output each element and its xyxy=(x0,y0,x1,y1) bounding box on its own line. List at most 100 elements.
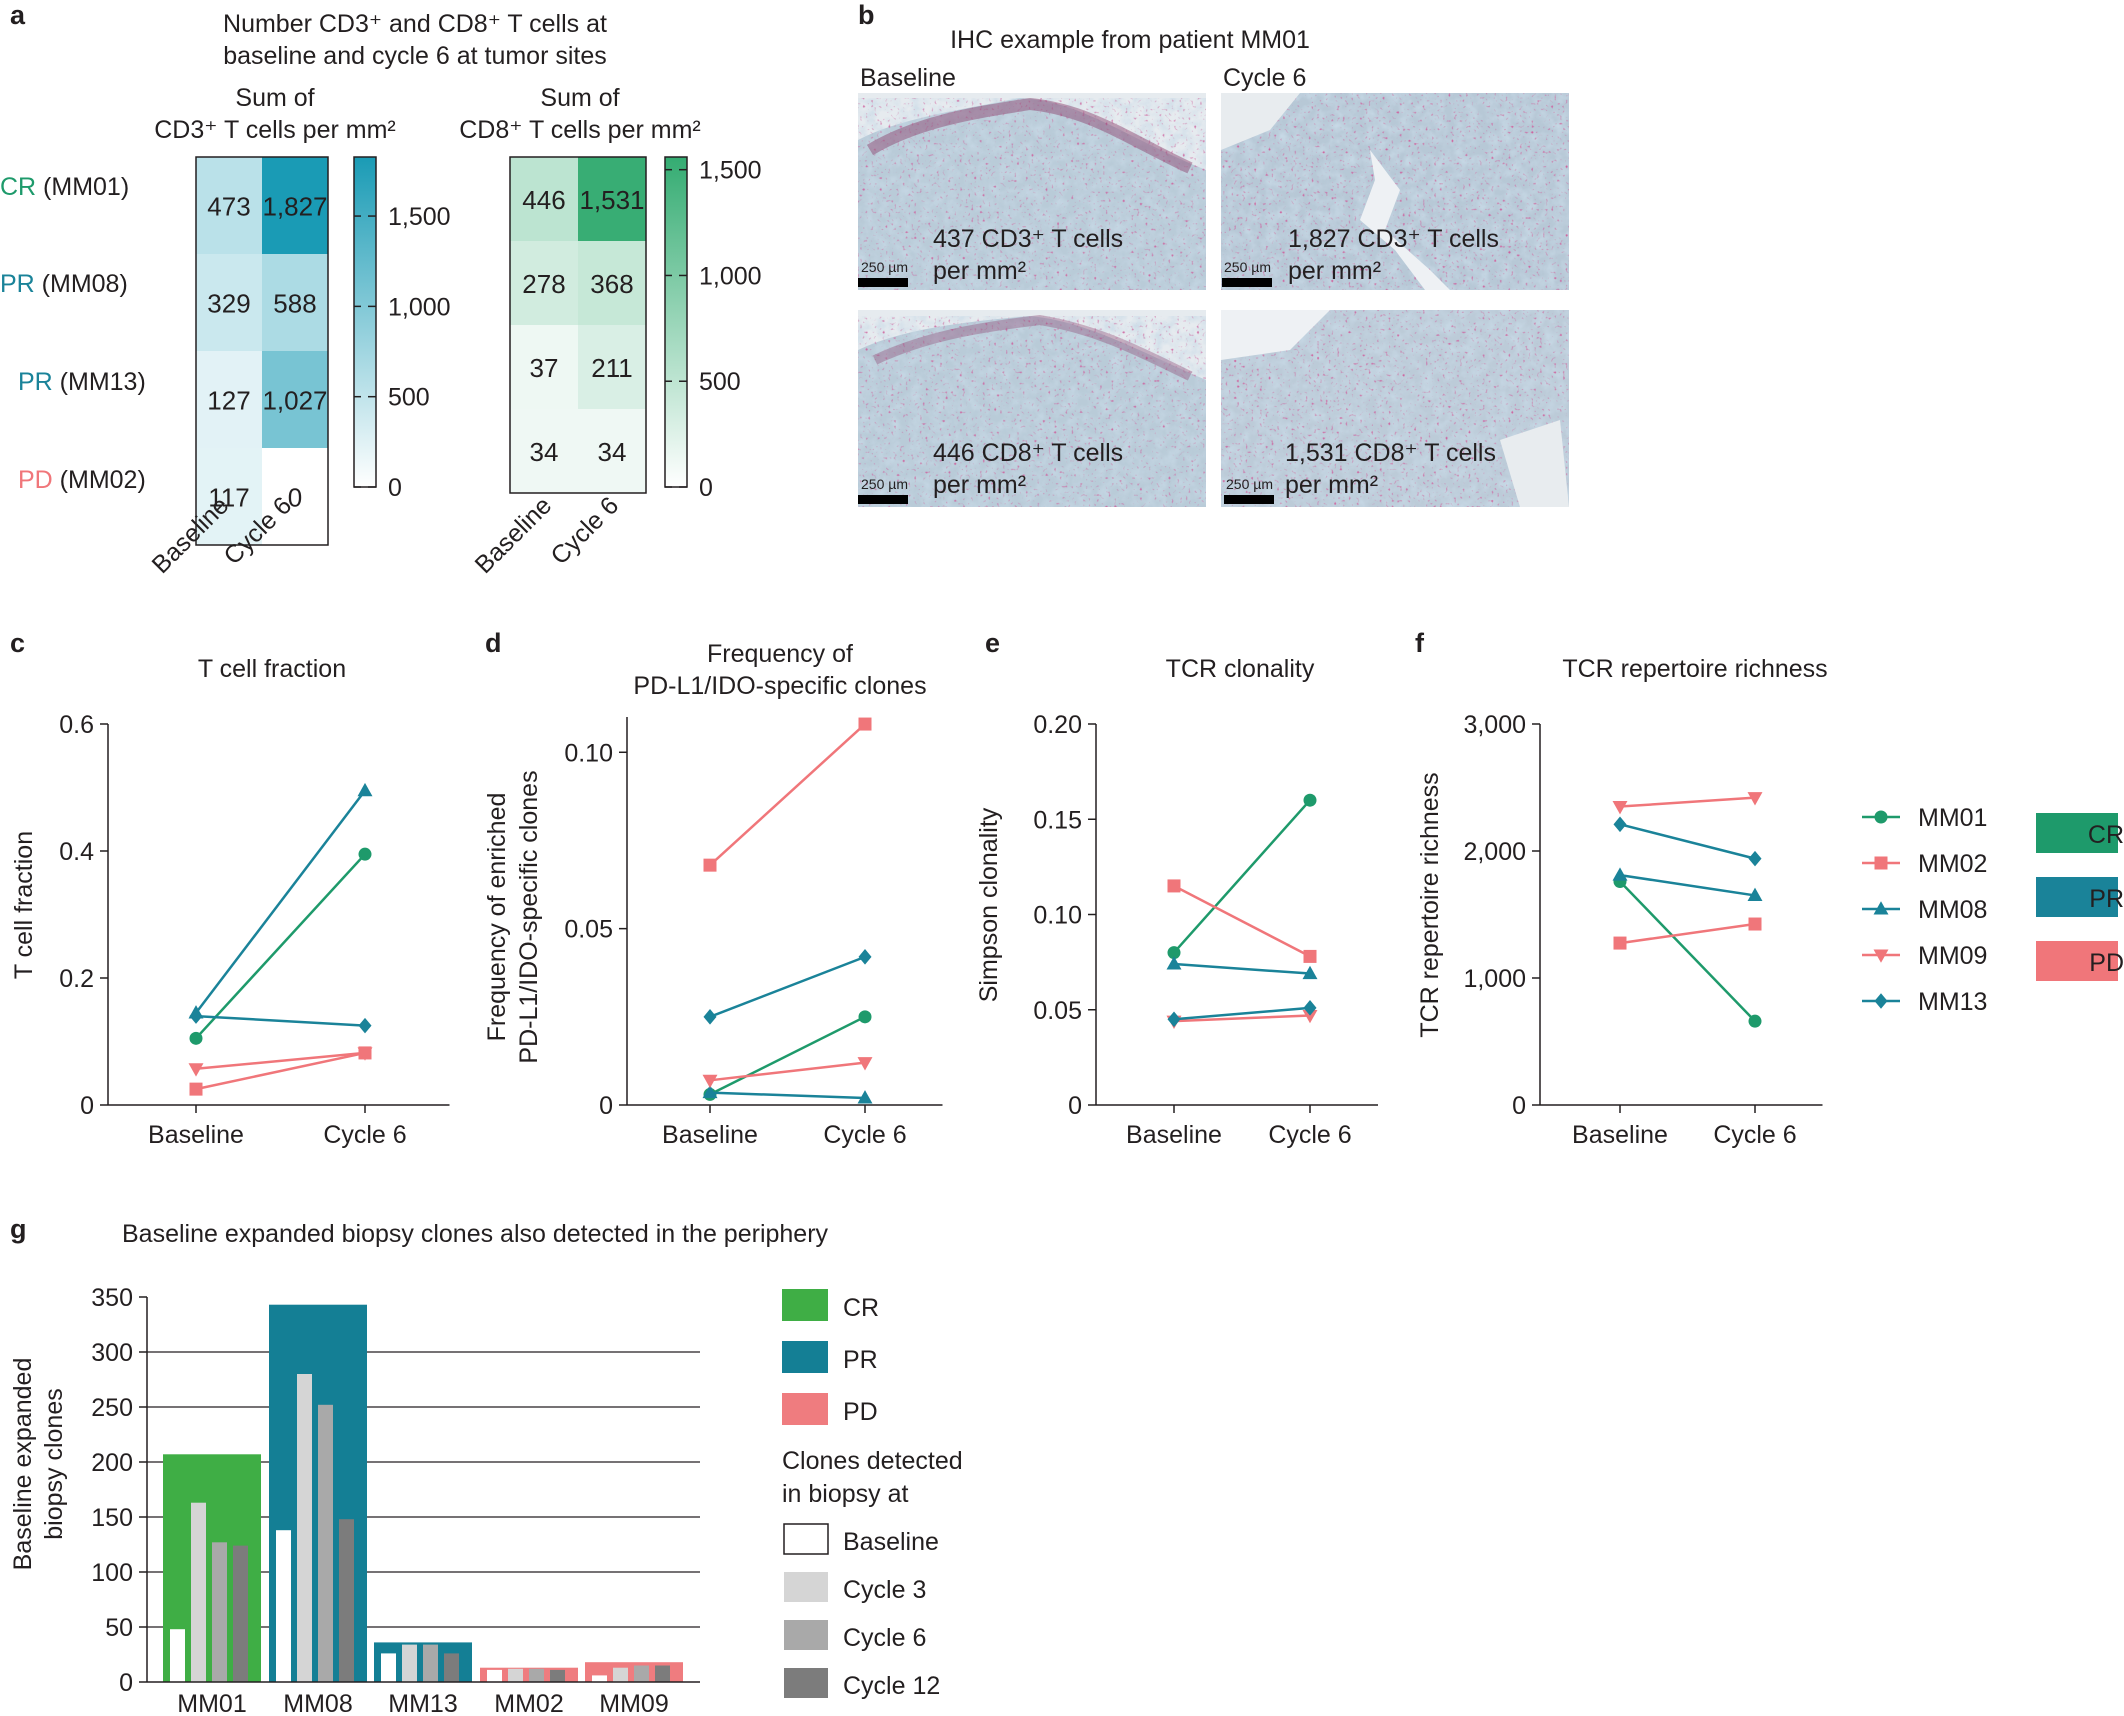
series-line-mm13 xyxy=(195,1014,366,1027)
y-tick-label: 250 xyxy=(91,1394,133,1422)
heatmap-cell xyxy=(510,241,578,325)
series-line-mm09 xyxy=(1619,796,1756,808)
series-line-mm08 xyxy=(709,1091,866,1100)
heatmap-cell xyxy=(262,254,328,351)
series-line-mm08 xyxy=(195,789,366,1014)
legend-label-cycle3: Cycle 3 xyxy=(843,1576,926,1604)
point-mm13-cycle6 xyxy=(1748,850,1762,867)
point-mm02-cycle6 xyxy=(858,717,872,731)
bar-baseline-mm08 xyxy=(276,1530,291,1682)
heatmap-cell-label: 329 xyxy=(207,289,250,319)
y-tick-label: 350 xyxy=(91,1284,133,1312)
bar-cycle3-mm01 xyxy=(191,1502,206,1682)
ihc-image-baseline-cd8 xyxy=(858,310,1206,507)
x-tick-label: Baseline xyxy=(662,1121,758,1149)
legend-label-pr: PR xyxy=(2089,885,2124,913)
series-line-mm09 xyxy=(709,1061,866,1082)
heatmap-cell xyxy=(510,157,578,241)
y-tick-label: 0 xyxy=(1512,1092,1526,1120)
scale-bar xyxy=(858,495,908,504)
row-label-resp: PD xyxy=(18,466,53,494)
chart-c: 0 0.2 0.4 0.6 Baseline Cycle 6 xyxy=(59,711,450,1149)
legend-swatch-pr xyxy=(2036,877,2118,917)
y-tick-label: 1,000 xyxy=(1463,965,1526,993)
heatmap-cell xyxy=(578,409,646,493)
ihc-image-cycle6-cd3 xyxy=(1221,93,1569,290)
y-tick-label: 0 xyxy=(119,1669,133,1697)
heatmap-cell xyxy=(196,254,262,351)
legend-swatch-cycle6 xyxy=(784,1620,828,1650)
x-tick-label: MM01 xyxy=(177,1690,246,1716)
colorbar-cd8 xyxy=(664,156,688,488)
bar-cycle6-mm13 xyxy=(423,1644,438,1682)
y-tick-label: 0.05 xyxy=(1033,997,1082,1025)
bar-cycle12-mm02 xyxy=(550,1669,565,1682)
ihc-count-cycle6-cd8: 1,531 CD8⁺ T cells xyxy=(1285,439,1496,467)
legend-swatch-cr xyxy=(782,1289,828,1321)
row-label-pid: (MM08) xyxy=(35,270,128,298)
heatmap-cell xyxy=(196,351,262,448)
point-mm02-baseline xyxy=(189,1082,203,1096)
x-tick-label: Cycle 6 xyxy=(323,1121,406,1149)
series-line-mm02 xyxy=(195,1051,366,1091)
row-label-pid: (MM01) xyxy=(36,173,129,201)
legend-swatch-pd xyxy=(2036,941,2118,981)
col-label-baseline-cd8: Baseline xyxy=(470,491,558,579)
bar-cycle12-mm08 xyxy=(339,1519,354,1682)
heatmap-cell xyxy=(196,448,262,545)
heatmap-cell-label: 0 xyxy=(288,483,302,513)
legend-label-cycle6: Cycle 6 xyxy=(843,1624,926,1652)
bar-cycle12-mm13 xyxy=(444,1653,459,1682)
point-mm08-baseline xyxy=(1166,956,1182,970)
x-tick-label: Baseline xyxy=(1126,1121,1222,1149)
heatmap-frame xyxy=(195,156,329,546)
legend-label-mm01: MM01 xyxy=(1918,804,1987,832)
x-tick-label: Baseline xyxy=(1572,1121,1668,1149)
heatmap-cell-label: 368 xyxy=(590,269,633,299)
panel-label-e: e xyxy=(985,628,1000,658)
point-mm09-baseline xyxy=(188,1063,204,1077)
series-line-mm08 xyxy=(1173,962,1311,975)
chart-d: 0 0.05 0.10 Baseline Cycle 6 xyxy=(564,717,943,1149)
panel-c-ylabel: T cell fraction xyxy=(10,831,38,979)
panel-d-title-line2: PD-L1/IDO-specific clones xyxy=(633,672,926,700)
heatmap-cell-label: 1,531 xyxy=(579,185,644,215)
bar-cycle6-mm01 xyxy=(212,1542,227,1682)
heatmap-cell-label: 127 xyxy=(207,386,250,416)
row-label-pid: (MM02) xyxy=(53,466,146,494)
x-tick-label: Baseline xyxy=(148,1121,244,1149)
bar-cycle12-mm09 xyxy=(655,1665,670,1682)
series-line-mm02 xyxy=(1619,922,1756,945)
y-tick-label: 0.6 xyxy=(59,711,94,739)
series-line-mm13 xyxy=(709,955,866,1018)
panel-label-g: g xyxy=(10,1214,27,1244)
series-line-mm09 xyxy=(1173,1014,1311,1023)
legend-marker-mm13 xyxy=(1874,993,1888,1009)
point-mm09-baseline xyxy=(1612,801,1628,815)
heatmap-cell-label: 34 xyxy=(530,437,559,467)
heatmap-cell xyxy=(578,241,646,325)
bar-cycle3-mm13 xyxy=(402,1644,417,1682)
series-line-mm01 xyxy=(709,1015,866,1096)
legend-label-pd: PD xyxy=(843,1398,878,1426)
bar-cycle6-mm02 xyxy=(529,1668,544,1682)
x-tick-label: Cycle 6 xyxy=(1268,1121,1351,1149)
colorbar-tick-label: 0 xyxy=(388,474,402,502)
scale-bar xyxy=(858,278,908,287)
col-label-cycle6-cd8: Cycle 6 xyxy=(545,491,624,570)
heatmap-cell xyxy=(510,325,578,409)
colorbar-tick-label: 1,000 xyxy=(388,293,451,321)
point-mm08-cycle6 xyxy=(857,1090,873,1104)
row-label-1: CR (MM01) xyxy=(0,173,129,201)
bar-cycle6-mm08 xyxy=(318,1404,333,1682)
panel-d-title-line1: Frequency of xyxy=(707,640,853,668)
point-mm01-baseline xyxy=(1167,946,1181,960)
scale-bar xyxy=(1222,278,1272,287)
panel-a-title-line1: Number CD3⁺ and CD8⁺ T cells at xyxy=(223,10,607,38)
legend-g-detected-line2: in biopsy at xyxy=(782,1480,909,1508)
point-mm08-baseline xyxy=(1612,867,1628,881)
panel-d-ylabel-line2: PD-L1/IDO-specific clones xyxy=(515,770,543,1063)
point-mm13-cycle6 xyxy=(1303,1000,1317,1016)
legend-swatch-cr xyxy=(2036,813,2118,853)
bar-baseline-mm13 xyxy=(381,1653,396,1682)
